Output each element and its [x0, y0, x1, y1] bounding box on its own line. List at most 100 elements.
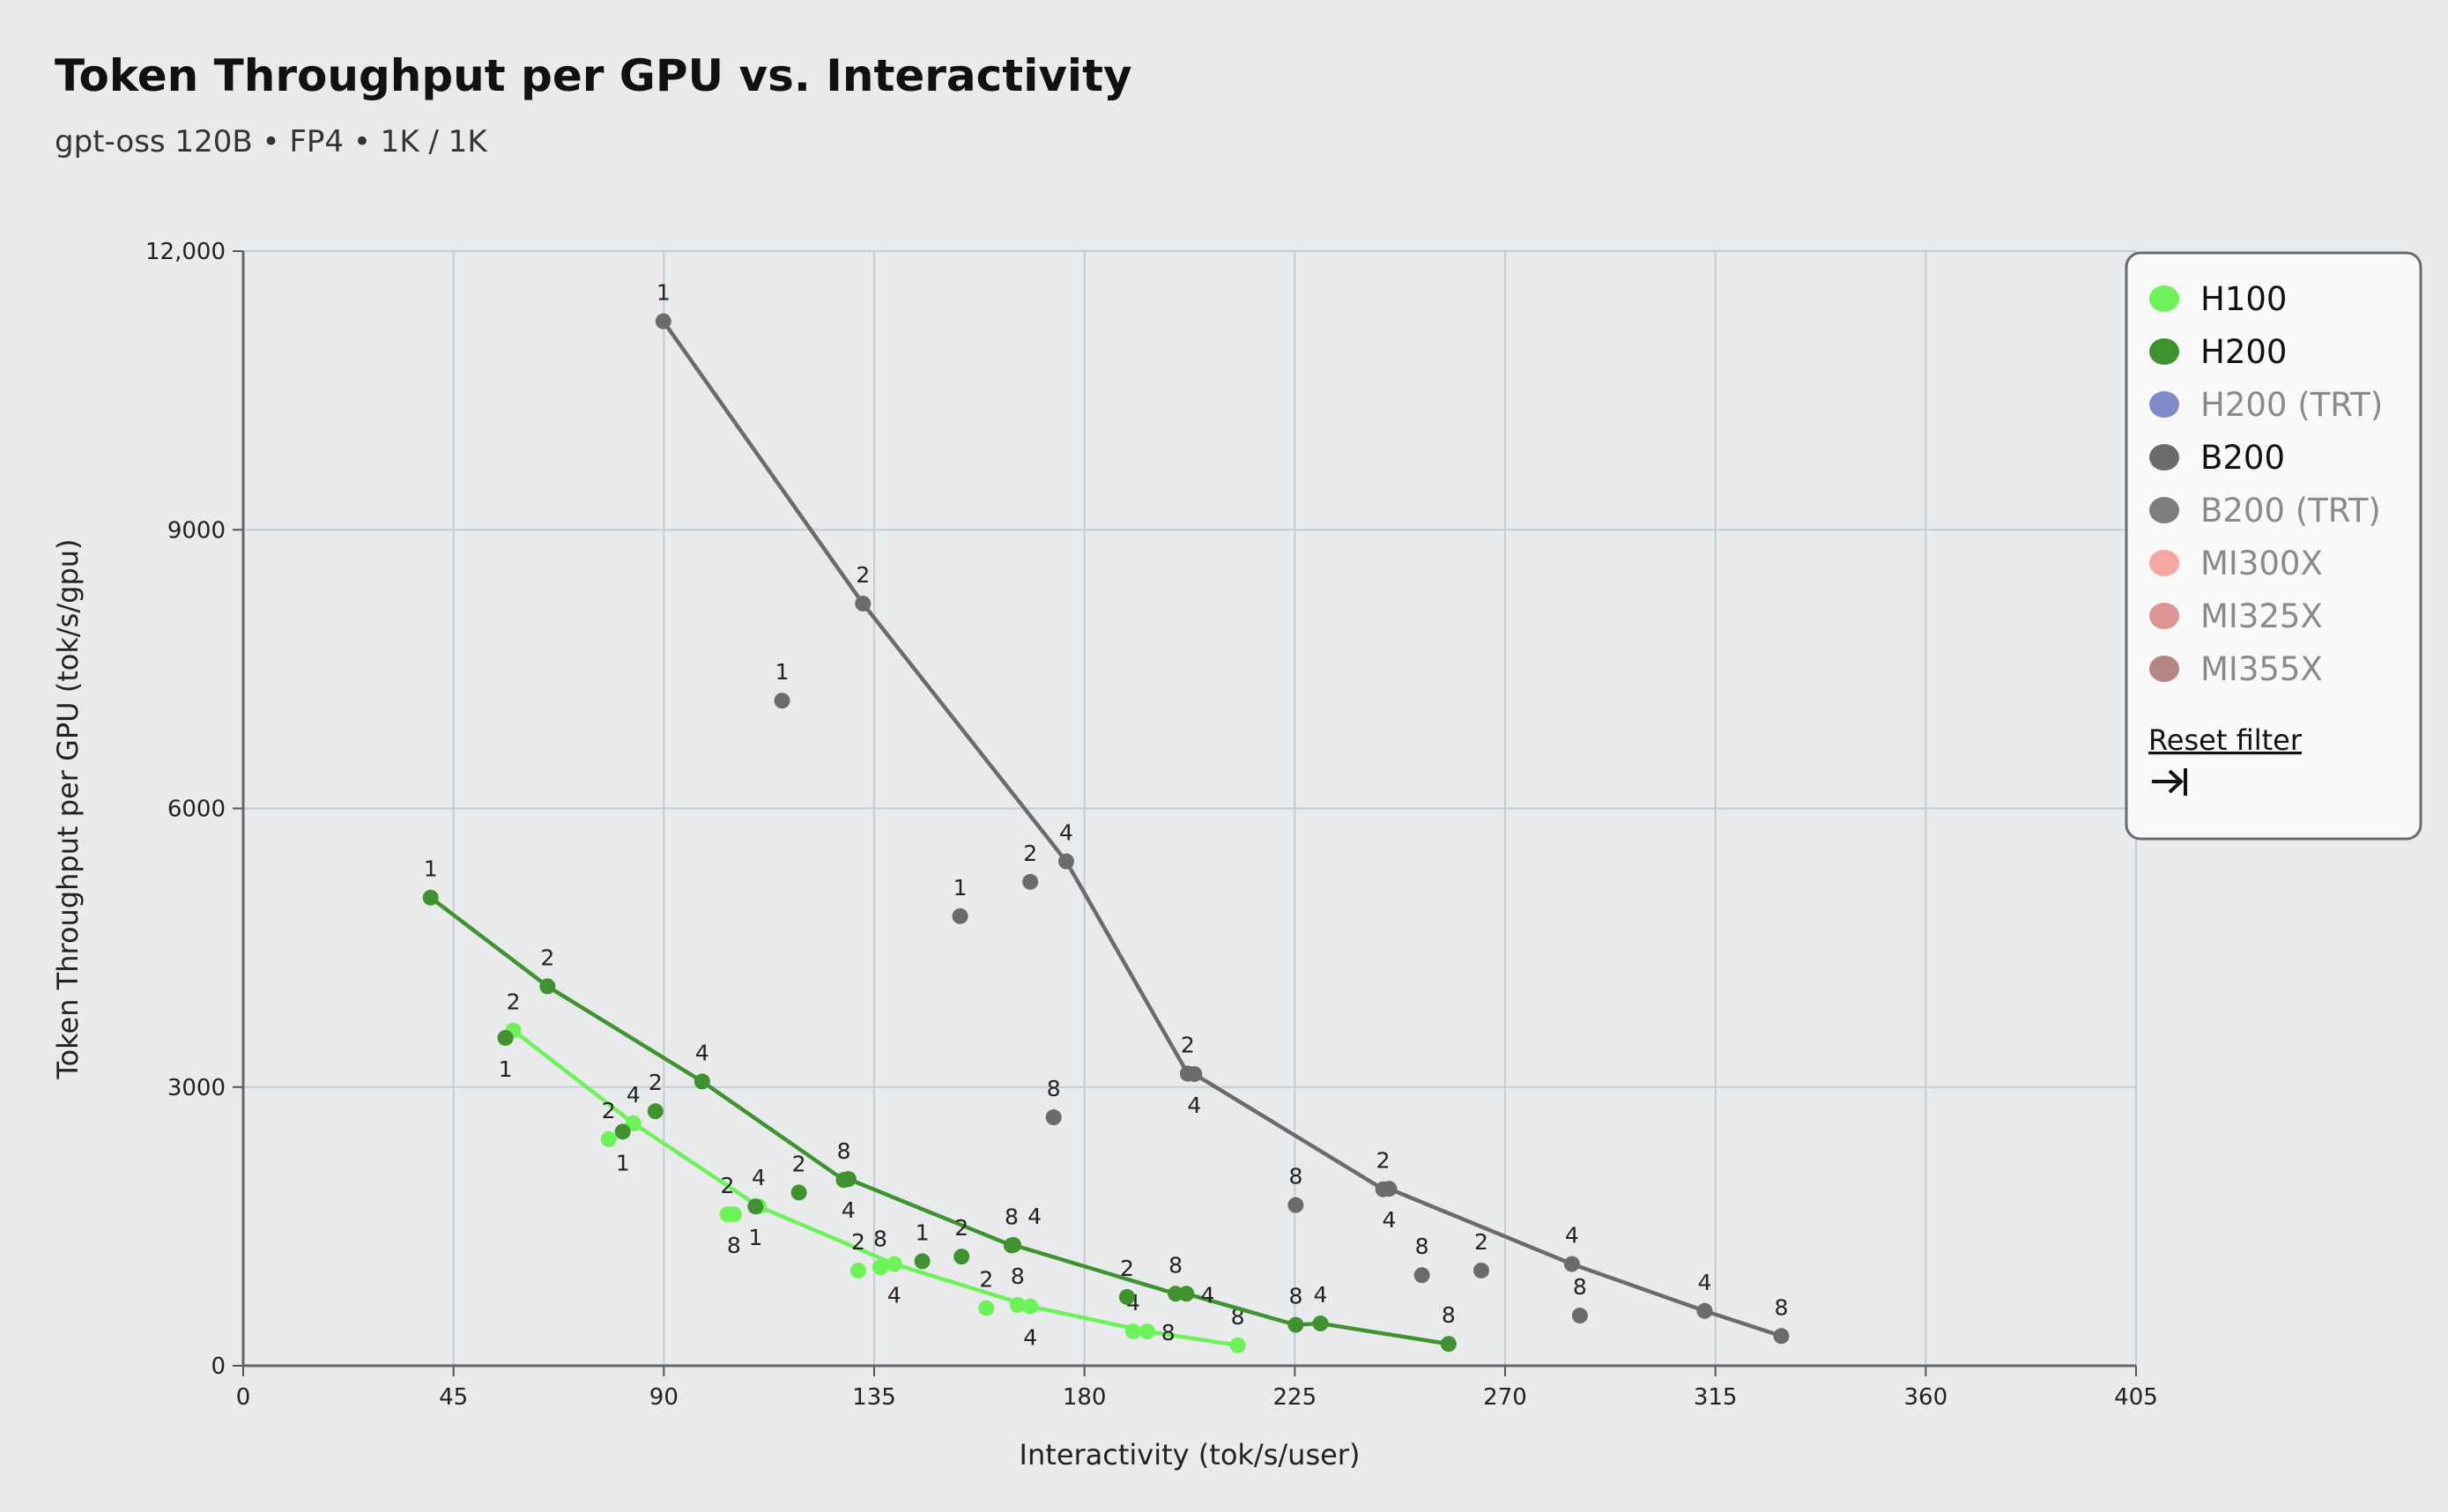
legend-item[interactable]: B200	[2149, 439, 2285, 477]
scatter-point[interactable]	[1287, 1197, 1304, 1213]
point-label: 1	[916, 1219, 930, 1245]
frontier-point[interactable]	[694, 1073, 710, 1090]
point-label: 1	[616, 1150, 630, 1175]
frontier-point[interactable]	[1178, 1286, 1195, 1302]
frontier-point[interactable]	[422, 889, 439, 906]
frontier-point[interactable]	[1139, 1323, 1155, 1339]
point-label: 4	[1187, 1093, 1201, 1118]
frontier-point[interactable]	[1773, 1328, 1790, 1345]
point-label: 4	[1383, 1207, 1397, 1233]
legend-item[interactable]: MI325X	[2149, 597, 2323, 635]
scatter-point[interactable]	[497, 1029, 514, 1046]
frontier-point[interactable]	[886, 1256, 902, 1272]
legend-swatch	[2149, 391, 2179, 418]
point-label: 2	[507, 989, 521, 1014]
frontier-point[interactable]	[1312, 1316, 1329, 1332]
frontier-point[interactable]	[840, 1171, 857, 1188]
scatter-point[interactable]	[1022, 873, 1039, 890]
point-label: 2	[851, 1229, 865, 1255]
frontier-point[interactable]	[1381, 1181, 1398, 1197]
frontier-point[interactable]	[1563, 1256, 1580, 1272]
legend-label: H200 (TRT)	[2200, 386, 2383, 424]
legend-swatch	[2149, 285, 2179, 312]
point-label: 8	[837, 1138, 851, 1164]
legend-item[interactable]: H200	[2149, 333, 2287, 371]
frontier-point[interactable]	[625, 1115, 642, 1131]
scatter-point[interactable]	[872, 1259, 888, 1276]
scatter-point[interactable]	[747, 1198, 764, 1215]
legend-item[interactable]: MI355X	[2149, 650, 2323, 688]
series-line	[661, 320, 1783, 1338]
y-tick-label: 9000	[167, 517, 226, 544]
point-label: 2	[979, 1267, 993, 1293]
legend-label: B200	[2200, 439, 2285, 477]
frontier-point[interactable]	[1696, 1302, 1713, 1319]
scatter-point[interactable]	[1473, 1262, 1489, 1279]
point-label: 4	[695, 1040, 709, 1065]
legend-item[interactable]: B200 (TRT)	[2149, 492, 2381, 530]
frontier-point[interactable]	[1229, 1337, 1246, 1353]
x-tick-label: 0	[236, 1384, 251, 1411]
chart-title: Token Throughput per GPU vs. Interactivi…	[55, 50, 1132, 101]
scatter-point[interactable]	[600, 1130, 617, 1147]
point-label: 8	[1161, 1320, 1176, 1345]
point-label: 1	[748, 1225, 762, 1250]
y-axis-label: Token Throughput per GPU (tok/s/gpu)	[51, 538, 85, 1079]
frontier-point[interactable]	[1005, 1236, 1022, 1253]
legend-label: MI300X	[2200, 545, 2323, 582]
scatter-point[interactable]	[914, 1253, 931, 1270]
legend-label: B200 (TRT)	[2200, 492, 2381, 530]
scatter-point[interactable]	[790, 1184, 807, 1201]
legend-label: MI325X	[2200, 597, 2323, 635]
scatter-point[interactable]	[1118, 1288, 1135, 1305]
reset-filter-link[interactable]: Reset filter	[2148, 723, 2303, 757]
scatter-point[interactable]	[1413, 1267, 1430, 1284]
legend-swatch	[2149, 338, 2179, 365]
frontier-point[interactable]	[855, 596, 872, 612]
legend-item[interactable]: MI300X	[2149, 545, 2323, 582]
scatter-point[interactable]	[647, 1103, 664, 1120]
frontier-point[interactable]	[1440, 1336, 1457, 1353]
point-label: 4	[1023, 1325, 1037, 1351]
point-label: 8	[1011, 1264, 1025, 1289]
point-label: 2	[1120, 1256, 1134, 1281]
scatter-point[interactable]	[725, 1206, 742, 1223]
scatter-point[interactable]	[1124, 1323, 1141, 1339]
y-tick-label: 0	[211, 1353, 226, 1380]
scatter-point[interactable]	[978, 1300, 995, 1316]
point-label: 8	[1047, 1076, 1061, 1101]
chart-subtitle: gpt-oss 120B • FP4 • 1K / 1K	[55, 124, 488, 159]
y-tick-label: 6000	[167, 797, 226, 823]
frontier-point[interactable]	[1022, 1298, 1039, 1315]
frontier-point[interactable]	[1186, 1065, 1203, 1082]
axes: 0 45 90 135 180 225 270 315 360 405 0 3000 6000 9000 1…	[145, 239, 2158, 1411]
point-label: 8	[1442, 1302, 1456, 1328]
x-axis-label: Interactivity (tok/s/user)	[1020, 1438, 1361, 1471]
y-tick-label: 3000	[167, 1075, 226, 1101]
legend-item[interactable]: H100	[2149, 280, 2287, 318]
point-label: 8	[727, 1233, 741, 1258]
point-label: 2	[721, 1173, 735, 1198]
x-tick-label: 90	[649, 1384, 679, 1411]
legend-item[interactable]: H200 (TRT)	[2149, 386, 2383, 424]
scatter-point[interactable]	[774, 693, 790, 709]
frontier-point[interactable]	[655, 313, 671, 330]
scatter-point[interactable]	[614, 1123, 631, 1140]
scatter-point[interactable]	[1009, 1296, 1026, 1313]
scatter-point[interactable]	[1045, 1109, 1062, 1126]
scatter-point[interactable]	[849, 1262, 866, 1279]
frontier-point[interactable]	[1287, 1316, 1304, 1333]
point-label: 4	[1698, 1270, 1712, 1295]
legend-swatch	[2149, 603, 2179, 629]
grid	[242, 250, 2137, 1367]
frontier-point[interactable]	[539, 978, 556, 995]
arrow-right-to-bar-icon[interactable]	[2152, 768, 2187, 796]
frontier-point[interactable]	[1057, 853, 1074, 870]
point-label: 1	[424, 856, 438, 882]
scatter-point[interactable]	[1571, 1308, 1588, 1324]
scatter-point[interactable]	[953, 1249, 970, 1265]
scatter-point[interactable]	[952, 908, 968, 924]
